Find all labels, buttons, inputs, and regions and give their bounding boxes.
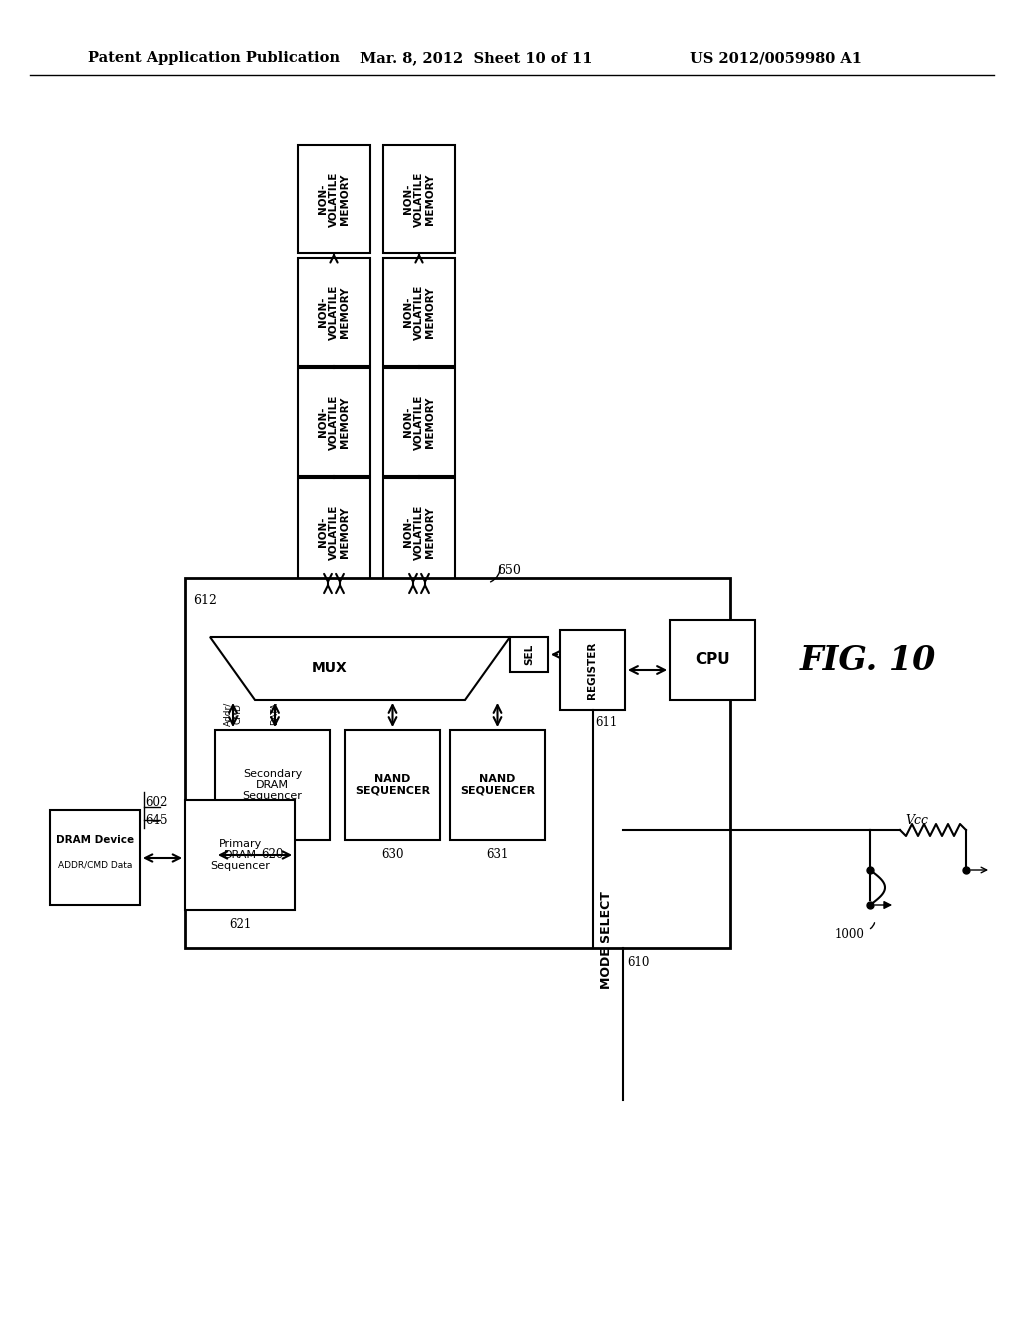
Polygon shape: [210, 638, 510, 700]
Text: Secondary
DRAM
Sequencer: Secondary DRAM Sequencer: [243, 768, 302, 801]
Bar: [383, 257, 455, 366]
Text: 645: 645: [145, 813, 168, 826]
Text: NON-
VOLATILE
MEMORY: NON- VOLATILE MEMORY: [318, 284, 350, 339]
Text: MUX: MUX: [312, 661, 348, 676]
Text: 630: 630: [381, 847, 403, 861]
Text: 602: 602: [145, 796, 167, 808]
Text: FIG. 10: FIG. 10: [800, 644, 936, 676]
Text: NON-
VOLATILE
MEMORY: NON- VOLATILE MEMORY: [403, 284, 435, 339]
Bar: [345, 730, 440, 840]
Text: SEL: SEL: [524, 644, 534, 665]
Text: NON-
VOLATILE
MEMORY: NON- VOLATILE MEMORY: [403, 504, 435, 560]
Bar: [185, 578, 730, 948]
Bar: [50, 810, 140, 906]
Bar: [298, 145, 370, 253]
Text: 620: 620: [261, 847, 284, 861]
Text: 612: 612: [193, 594, 217, 606]
Text: 611: 611: [596, 715, 617, 729]
Bar: [383, 478, 455, 586]
Text: NON-
VOLATILE
MEMORY: NON- VOLATILE MEMORY: [403, 172, 435, 227]
Text: 631: 631: [486, 847, 509, 861]
Text: US 2012/0059980 A1: US 2012/0059980 A1: [690, 51, 862, 65]
Text: Patent Application Publication: Patent Application Publication: [88, 51, 340, 65]
Text: DRAM Device: DRAM Device: [56, 836, 134, 845]
Text: DATA: DATA: [270, 702, 280, 726]
Bar: [670, 620, 755, 700]
Text: CPU: CPU: [695, 652, 730, 668]
Bar: [560, 630, 625, 710]
Text: ADDR/CMD Data: ADDR/CMD Data: [57, 861, 132, 870]
Bar: [298, 478, 370, 586]
Text: NON-
VOLATILE
MEMORY: NON- VOLATILE MEMORY: [318, 395, 350, 450]
Text: Addr/
CMD: Addr/ CMD: [223, 702, 243, 726]
Text: NON-
VOLATILE
MEMORY: NON- VOLATILE MEMORY: [318, 172, 350, 227]
Bar: [298, 257, 370, 366]
Text: 650: 650: [497, 564, 521, 577]
Bar: [185, 800, 295, 909]
Text: 621: 621: [229, 917, 251, 931]
Bar: [215, 730, 330, 840]
Bar: [450, 730, 545, 840]
Bar: [298, 368, 370, 477]
Text: Vcc: Vcc: [905, 813, 928, 826]
Text: NAND
SEQUENCER: NAND SEQUENCER: [355, 775, 430, 796]
Bar: [383, 145, 455, 253]
Text: 1000: 1000: [836, 928, 865, 941]
Text: REGISTER: REGISTER: [588, 642, 597, 698]
Bar: [510, 638, 548, 672]
Text: Primary
DRAM
Sequencer: Primary DRAM Sequencer: [210, 838, 270, 871]
Text: Mar. 8, 2012  Sheet 10 of 11: Mar. 8, 2012 Sheet 10 of 11: [360, 51, 593, 65]
Text: NON-
VOLATILE
MEMORY: NON- VOLATILE MEMORY: [403, 395, 435, 450]
Text: NON-
VOLATILE
MEMORY: NON- VOLATILE MEMORY: [318, 504, 350, 560]
Text: NAND
SEQUENCER: NAND SEQUENCER: [460, 775, 536, 796]
Bar: [383, 368, 455, 477]
Text: MODE SELECT: MODE SELECT: [600, 891, 613, 989]
Text: 610: 610: [627, 957, 649, 969]
